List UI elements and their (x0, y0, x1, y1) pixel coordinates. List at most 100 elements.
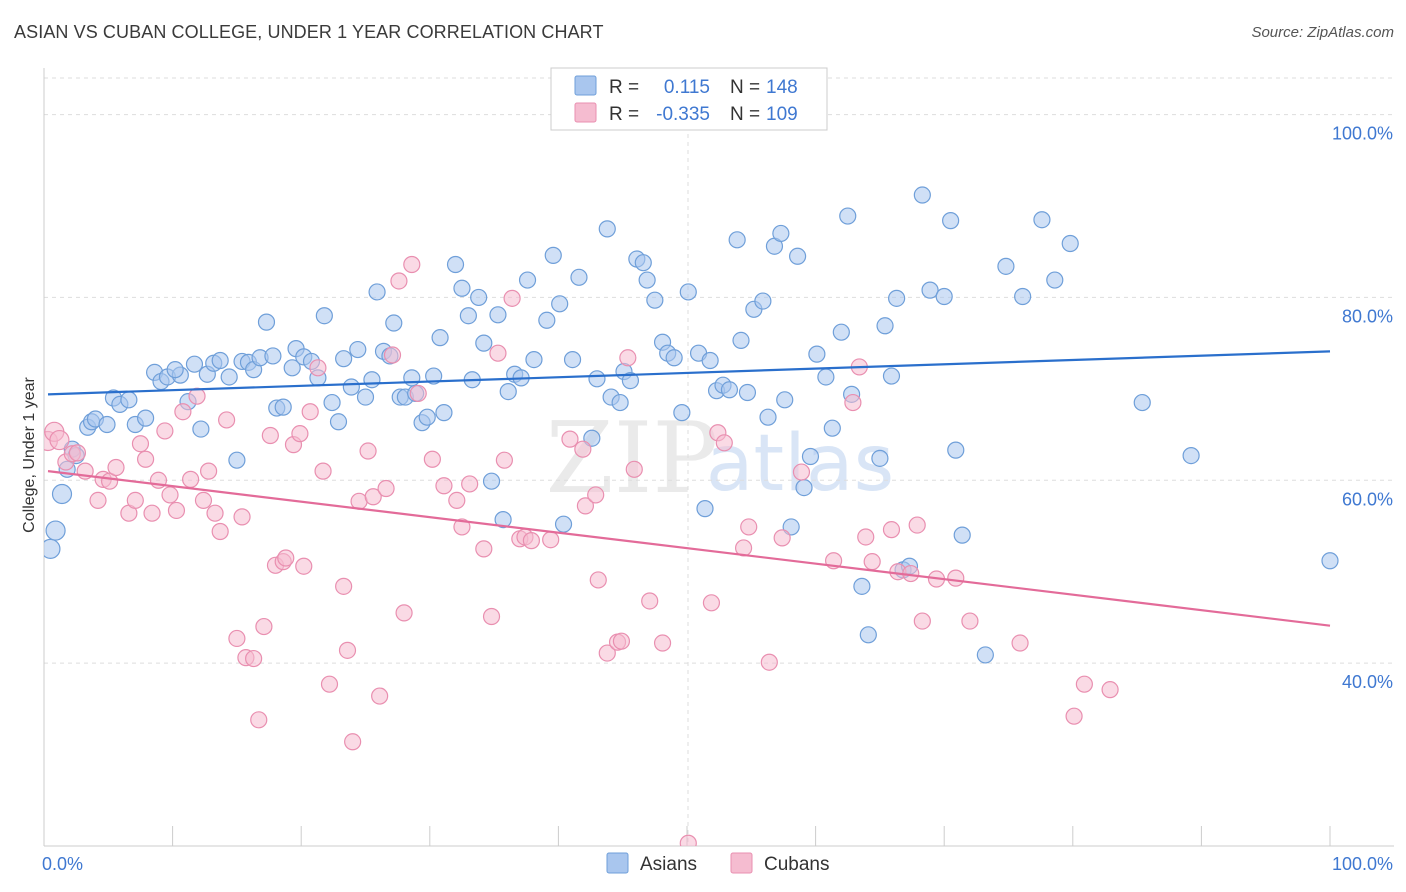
cuban-point (740, 518, 758, 536)
cuban-point (863, 553, 881, 571)
cuban-point (126, 491, 144, 509)
asian-point (315, 307, 333, 325)
asian-point (732, 331, 750, 349)
legend-box (550, 67, 828, 131)
cuban-point (228, 629, 246, 648)
cuban-point (156, 422, 174, 440)
cuban-point (291, 425, 309, 443)
asian-point (853, 577, 871, 595)
cubans-points (44, 255, 1119, 846)
cuban-point (542, 531, 560, 549)
cuban-point (589, 571, 607, 589)
asian-point (888, 289, 906, 307)
asian-point (801, 447, 820, 466)
asian-point (120, 391, 138, 409)
asian-point (738, 383, 757, 402)
asian-point (459, 307, 477, 325)
cuban-point (250, 711, 268, 729)
cuban-point (653, 634, 672, 652)
cuban-point (383, 346, 402, 364)
cuban-point (188, 387, 206, 405)
asian-point (44, 538, 61, 559)
cuban-point (218, 411, 236, 429)
asian-point (839, 207, 857, 225)
axes (43, 68, 1394, 847)
cuban-point (522, 532, 540, 550)
cuban-point (89, 491, 107, 509)
legend-n-label: N = (730, 77, 760, 98)
asian-point (228, 451, 246, 469)
cuban-point (947, 569, 965, 587)
cuban-point (561, 430, 579, 448)
asian-point (876, 317, 894, 335)
cuban-point (503, 289, 521, 307)
asian-point (494, 510, 512, 529)
asian-point (329, 413, 348, 431)
source-attribution: Source: ZipAtlas.com (1251, 24, 1394, 41)
asian-point (563, 351, 582, 369)
asian-point (538, 311, 556, 329)
cuban-point (161, 486, 179, 504)
asian-point (772, 224, 790, 243)
cuban-point (482, 607, 501, 626)
cuban-point (1075, 675, 1093, 693)
cuban-point (913, 612, 931, 630)
y-axis-label: College, Under 1 year (21, 377, 38, 533)
asian-point (817, 368, 835, 386)
tick-labels: 40.0% 60.0% 80.0% 100.0% 0.0% 100.0% (42, 124, 1393, 874)
asian-point (913, 186, 931, 204)
asian-point (385, 314, 403, 332)
asian-point (1014, 287, 1032, 306)
cuban-point (760, 653, 778, 671)
cuban-point (448, 491, 466, 509)
asian-point (611, 393, 629, 412)
asian-point (720, 381, 739, 399)
cuban-point (679, 834, 697, 846)
asian-point (935, 287, 953, 306)
asian-point (264, 347, 282, 365)
asian-point (435, 404, 453, 422)
asian-point (475, 334, 493, 352)
asian-point (646, 291, 664, 309)
asian-point (211, 351, 229, 370)
legend-r-label: R = (609, 104, 639, 125)
cuban-point (233, 508, 251, 526)
asian-point (356, 388, 375, 406)
cuban-point (211, 522, 229, 541)
asian-point (368, 283, 386, 301)
asian-point (544, 246, 562, 264)
cuban-point (167, 501, 186, 520)
legend-r-label: R = (609, 77, 639, 98)
legend-label-cubans: Cubans (764, 854, 830, 875)
cuban-point (409, 384, 427, 403)
cuban-point (359, 442, 377, 460)
cuban-point (792, 463, 811, 481)
asian-point (570, 268, 588, 286)
cuban-point (773, 529, 791, 547)
asian-point (788, 247, 807, 265)
y-tick-label: 60.0% (1342, 489, 1393, 509)
cuban-point (453, 518, 471, 536)
cuban-point (574, 440, 592, 458)
asian-point (665, 349, 683, 367)
trend-lines (47, 350, 1331, 627)
asian-point (418, 408, 436, 426)
asian-point (335, 350, 353, 368)
asian-point (518, 271, 537, 289)
y-tick-label: 100.0% (1332, 124, 1393, 144)
cuban-point (200, 462, 218, 480)
asian-point (754, 292, 772, 310)
legend-n-label: N = (730, 104, 760, 125)
cuban-point (475, 540, 493, 558)
legend-swatch-cubans (574, 102, 597, 123)
cuban-point (857, 528, 875, 546)
asian-point (859, 626, 877, 644)
cuban-point (619, 349, 637, 367)
asian-point (808, 345, 826, 363)
y-tick-label: 40.0% (1342, 672, 1393, 692)
asian-point (921, 281, 939, 299)
asian-point (446, 255, 465, 274)
asian-point (551, 295, 569, 313)
cuban-point (587, 486, 605, 504)
series-legend: Asians Cubans (606, 852, 830, 875)
